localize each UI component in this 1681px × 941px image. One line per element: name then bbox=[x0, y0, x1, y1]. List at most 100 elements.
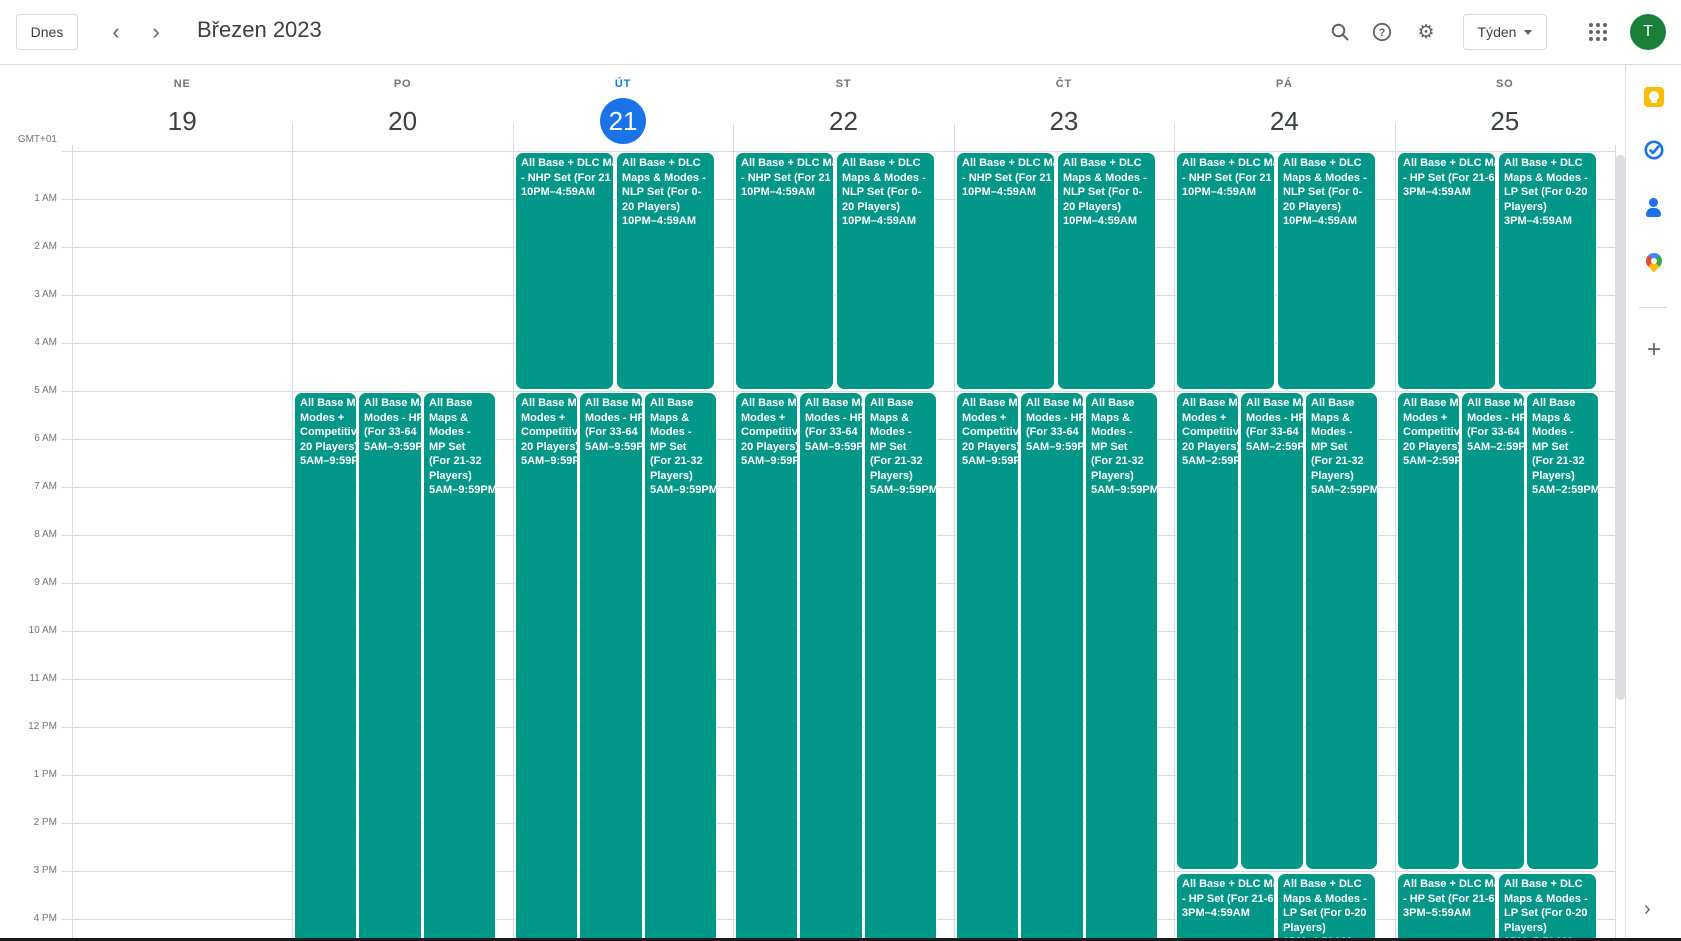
search-icon[interactable] bbox=[1320, 12, 1360, 52]
event-chip[interactable]: All Base + DLC Maps & Modes - LP Set (For … bbox=[1277, 873, 1376, 941]
add-icon[interactable]: + bbox=[1646, 336, 1661, 363]
event-chip-text: 10PM–4:59AM bbox=[521, 186, 595, 198]
date-number-25[interactable]: 25 bbox=[1490, 106, 1520, 136]
event-chip[interactable]: All Base + DLC Maps & Modes - NLP Set (For… bbox=[1277, 152, 1376, 390]
scrollbar-thumb[interactable] bbox=[1616, 155, 1625, 700]
hour-gridline bbox=[72, 391, 1615, 392]
event-chip[interactable]: All Base + DLC Ma - NHP Set (For 21 10PM–4… bbox=[956, 152, 1055, 390]
event-chip[interactable]: All Base Ma Modes - HP (For 33-64 5AM–9:59P bbox=[799, 392, 863, 941]
event-chip[interactable]: All Base Ma Modes - HP (For 33-64 5AM–9:59P bbox=[358, 392, 422, 941]
date-number-20[interactable]: 20 bbox=[388, 106, 418, 136]
time-label: 3 AM bbox=[34, 289, 57, 300]
previous-week-icon[interactable]: ‹ bbox=[112, 19, 120, 44]
event-chip[interactable]: All Base Ma Modes + Competitiv 20 Players) 5… bbox=[294, 392, 357, 941]
tasks-icon[interactable] bbox=[1644, 140, 1664, 160]
hour-tick bbox=[62, 919, 72, 920]
time-label: 4 PM bbox=[33, 913, 57, 924]
account-avatar[interactable]: T bbox=[1630, 14, 1666, 50]
google-apps-grid-icon[interactable] bbox=[1578, 12, 1618, 52]
event-chip-text: All Base bbox=[1091, 397, 1135, 409]
event-chip[interactable]: All Base Ma Modes + Competitiv 20 Players) 5… bbox=[1176, 392, 1239, 870]
event-chip-text: All Base Ma bbox=[1026, 397, 1083, 409]
event-chip-text: Players) bbox=[650, 469, 693, 482]
event-chip-text: LP Set (For 0-20 bbox=[1504, 907, 1588, 919]
event-chip-text: Players) bbox=[1532, 469, 1575, 482]
event-chip[interactable]: All Base + DLC Maps & Modes - LP Set (For … bbox=[1498, 152, 1597, 390]
event-chip[interactable]: All Base + DLC Maps & Modes - LP Set (For … bbox=[1498, 873, 1597, 941]
event-chip-text: All Base + DLC bbox=[1063, 157, 1142, 169]
event-chip-text: (For 21-32 bbox=[1532, 455, 1585, 467]
event-chip[interactable]: All Base + DLC Maps & Modes - NLP Set (For… bbox=[1057, 152, 1156, 390]
help-icon[interactable]: ? bbox=[1362, 12, 1402, 52]
date-number-24[interactable]: 24 bbox=[1269, 106, 1299, 136]
date-number-21[interactable]: 21 bbox=[600, 98, 647, 144]
event-chip[interactable]: All Base Maps & Modes - MP Set (For 21-32 Pla… bbox=[644, 392, 717, 941]
event-chip[interactable]: All Base Ma Modes + Competitiv 20 Players) 5… bbox=[735, 392, 798, 941]
event-chip-text: 5AM–2:59P bbox=[1246, 440, 1303, 453]
event-chip[interactable]: All Base Maps & Modes - MP Set (For 21-32 Pla… bbox=[1085, 392, 1158, 941]
event-chip-text: Players) bbox=[1311, 469, 1354, 482]
hour-tick bbox=[62, 679, 72, 680]
event-chip[interactable]: All Base + DLC Ma - NHP Set (For 21 10PM–4… bbox=[735, 152, 834, 390]
contacts-icon[interactable] bbox=[1644, 197, 1664, 217]
event-chip[interactable]: All Base + DLC Ma - HP Set (For 21-6 3PM–4… bbox=[1176, 873, 1275, 941]
time-label: 9 AM bbox=[34, 577, 57, 588]
hour-tick bbox=[62, 871, 72, 872]
event-chip-text: 20 Players) bbox=[741, 440, 797, 453]
event-chip[interactable]: All Base + DLC Ma - NHP Set (For 21 10PM–4… bbox=[515, 152, 614, 390]
event-chip[interactable]: All Base Maps & Modes - MP Set (For 21-32 Pla… bbox=[1526, 392, 1599, 870]
event-chip-text: (For 33-64 bbox=[1026, 426, 1079, 438]
weekday-label-ne: NE bbox=[173, 78, 191, 90]
hour-tick bbox=[62, 151, 72, 152]
event-chip-text: (For 21-32 bbox=[870, 455, 923, 467]
event-chip[interactable]: All Base Ma Modes - HP (For 33-64 5AM–2:59P bbox=[1461, 392, 1525, 870]
event-chip-text: (For 21-32 bbox=[650, 455, 703, 467]
date-number-22[interactable]: 22 bbox=[829, 106, 858, 136]
event-chip-text: Players) bbox=[870, 469, 913, 482]
event-chip[interactable]: All Base Maps & Modes - MP Set (For 21-32 Pla… bbox=[864, 392, 937, 941]
event-chip[interactable]: All Base Ma Modes + Competitiv 20 Players) 5… bbox=[515, 392, 578, 941]
event-chip-text: MP Set bbox=[650, 440, 687, 453]
event-chip[interactable]: All Base Ma Modes - HP (For 33-64 5AM–9:59P bbox=[579, 392, 643, 941]
event-chip-text: 5AM–2:59P bbox=[1182, 455, 1238, 467]
event-chip[interactable]: All Base + DLC Ma - HP Set (For 21-6 3PM–5… bbox=[1397, 873, 1496, 941]
event-chip[interactable]: All Base Ma Modes - HP (For 33-64 5AM–9:59P bbox=[1020, 392, 1084, 941]
next-week-icon[interactable]: › bbox=[152, 19, 160, 44]
maps-icon[interactable] bbox=[1642, 249, 1666, 273]
event-chip-text: 10PM–4:59AM bbox=[842, 215, 916, 227]
event-chip[interactable]: All Base Maps & Modes - MP Set (For 21-32 Pla… bbox=[1305, 392, 1378, 870]
view-selector-label: Týden bbox=[1477, 24, 1517, 40]
event-chip[interactable]: All Base + DLC Maps & Modes - NLP Set (For… bbox=[616, 152, 715, 390]
event-chip-text: All Base + DLC Ma bbox=[1182, 157, 1274, 169]
event-chip-text: Competitiv bbox=[1403, 426, 1459, 438]
today-button[interactable]: Dnes bbox=[16, 14, 78, 50]
event-chip-text: Maps & Modes - bbox=[1283, 171, 1367, 184]
event-chip[interactable]: All Base + DLC Maps & Modes - NLP Set (For… bbox=[836, 152, 935, 390]
event-chip[interactable]: All Base + DLC Ma - NHP Set (For 21 10PM–4… bbox=[1176, 152, 1275, 390]
event-chip-text: - HP Set (For 21-6 bbox=[1182, 892, 1274, 905]
event-chip-text: Maps & Modes - bbox=[1504, 171, 1588, 184]
event-chip[interactable]: All Base Ma Modes - HP (For 33-64 5AM–2:59P bbox=[1240, 392, 1304, 870]
hour-tick bbox=[62, 439, 72, 440]
keep-icon[interactable] bbox=[1644, 87, 1664, 107]
event-chip[interactable]: All Base Ma Modes + Competitiv 20 Players) 5… bbox=[1397, 392, 1460, 870]
event-chip-text: Players) bbox=[429, 469, 472, 482]
event-chip-text: All Base bbox=[650, 397, 694, 409]
date-number-19[interactable]: 19 bbox=[167, 106, 197, 136]
event-chip-text: 5AM–9:59P bbox=[364, 440, 421, 453]
event-chip-text: 10PM–4:59AM bbox=[1063, 215, 1137, 227]
event-chip-text: Modes - bbox=[1311, 426, 1353, 438]
event-chip[interactable]: All Base + DLC Ma - HP Set (For 21-6 3PM–4… bbox=[1397, 152, 1496, 390]
vertical-scrollbar[interactable] bbox=[1616, 145, 1630, 941]
collapse-panel-chevron-icon[interactable]: › bbox=[1644, 898, 1651, 920]
event-chip-text: 3PM–5:59AM bbox=[1403, 907, 1471, 919]
event-chip-text: 5AM–2:59PM bbox=[1311, 484, 1377, 496]
event-chip-text: 5AM–2:59PM bbox=[1532, 484, 1598, 496]
settings-gear-icon[interactable]: ⚙ bbox=[1417, 21, 1435, 43]
event-chip[interactable]: All Base Maps & Modes - MP Set (For 21-32 Pla… bbox=[423, 392, 496, 941]
column-separator-stub bbox=[954, 123, 955, 145]
view-selector-dropdown[interactable]: Týden bbox=[1463, 14, 1547, 50]
date-number-23[interactable]: 23 bbox=[1049, 106, 1079, 136]
event-chip-text: Modes + bbox=[741, 411, 786, 424]
event-chip[interactable]: All Base Ma Modes + Competitiv 20 Players) 5… bbox=[956, 392, 1019, 941]
